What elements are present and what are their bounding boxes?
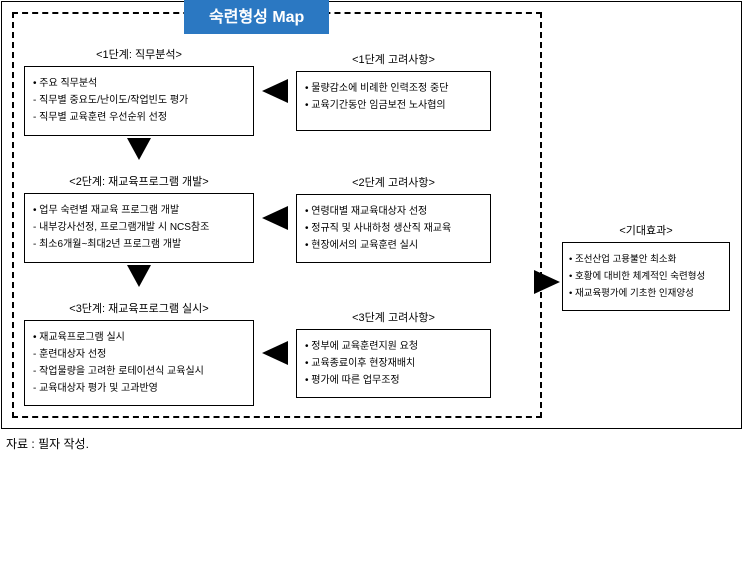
- stage-3-item-3: - 교육대상자 평가 및 고과반영: [33, 380, 245, 397]
- stage-3-title: <3단계: 재교육프로그램 실시>: [24, 300, 254, 316]
- consider-2-col: <2단계 고려사항> • 연령대별 재교육대상자 선정 • 정규직 및 사내하청…: [296, 174, 491, 263]
- consider-2-item-1: • 정규직 및 사내하청 생산직 재교육: [305, 220, 482, 237]
- effect-item-2: • 재교육평가에 기초한 인재양성: [569, 285, 723, 302]
- stage-2-title: <2단계: 재교육프로그램 개발>: [24, 173, 254, 189]
- effects-box: • 조선산업 고용불안 최소화 • 호황에 대비한 체계적인 숙련형성 • 재교…: [562, 242, 730, 311]
- consider-1-title: <1단계 고려사항>: [296, 51, 491, 67]
- consider-2-item-0: • 연령대별 재교육대상자 선정: [305, 203, 482, 220]
- caption: 자료 : 필자 작성.: [6, 435, 743, 452]
- consider-2-box: • 연령대별 재교육대상자 선정 • 정규직 및 사내하청 생산직 재교육 • …: [296, 194, 491, 263]
- dashed-border: 숙련형성 Map <1단계: 직무분석> • 주요 직무분석 - 직무별 중요도…: [12, 12, 542, 418]
- arrow-left-icon: [262, 206, 288, 230]
- stage-3-item-1: - 훈련대상자 선정: [33, 346, 245, 363]
- arrow-down-1-wrap: [24, 136, 254, 167]
- consider-3-item-2: • 평가에 따른 업무조정: [305, 372, 482, 389]
- stage-2-box: • 업무 숙련별 재교육 프로그램 개발 - 내부강사선정, 프로그램개발 시 …: [24, 193, 254, 263]
- arrow-right-icon: [534, 270, 560, 294]
- map-title: 숙련형성 Map: [184, 0, 329, 34]
- consider-2-title: <2단계 고려사항>: [296, 174, 491, 190]
- effect-item-0: • 조선산업 고용불안 최소화: [569, 251, 723, 268]
- effects-title: <기대효과>: [562, 222, 730, 238]
- consider-3-col: <3단계 고려사항> • 정부에 교육훈련지원 요청 • 교육종료이후 현장재배…: [296, 309, 491, 398]
- stage-3-item-2: - 작업물량을 고려한 로테이션식 교육실시: [33, 363, 245, 380]
- stage-1-item-2: - 직무별 교육훈련 우선순위 선정: [33, 109, 245, 126]
- row-stage-2: <2단계: 재교육프로그램 개발> • 업무 숙련별 재교육 프로그램 개발 -…: [24, 173, 530, 263]
- row-stage-1: <1단계: 직무분석> • 주요 직무분석 - 직무별 중요도/난이도/작업빈도…: [24, 46, 530, 136]
- stage-1-col: <1단계: 직무분석> • 주요 직무분석 - 직무별 중요도/난이도/작업빈도…: [24, 46, 254, 136]
- consider-1-col: <1단계 고려사항> • 물량감소에 비례한 인력조정 중단 • 교육기간동안 …: [296, 51, 491, 131]
- stage-3-col: <3단계: 재교육프로그램 실시> • 재교육프로그램 실시 - 훈련대상자 선…: [24, 300, 254, 406]
- stage-2-item-1: - 내부강사선정, 프로그램개발 시 NCS참조: [33, 219, 245, 236]
- consider-2-item-2: • 현장에서의 교육훈련 실시: [305, 237, 482, 254]
- stage-2-col: <2단계: 재교육프로그램 개발> • 업무 숙련별 재교육 프로그램 개발 -…: [24, 173, 254, 263]
- stage-1-item-1: - 직무별 중요도/난이도/작업빈도 평가: [33, 92, 245, 109]
- stage-1-box: • 주요 직무분석 - 직무별 중요도/난이도/작업빈도 평가 - 직무별 교육…: [24, 66, 254, 136]
- arrow-left-icon: [262, 79, 288, 103]
- effects-col: <기대효과> • 조선산업 고용불안 최소화 • 호황에 대비한 체계적인 숙련…: [562, 222, 730, 311]
- stage-3-box: • 재교육프로그램 실시 - 훈련대상자 선정 - 작업물량을 고려한 로테이션…: [24, 320, 254, 406]
- arrow-left-icon: [262, 341, 288, 365]
- consider-3-item-0: • 정부에 교육훈련지원 요청: [305, 338, 482, 355]
- stage-1-item-0: • 주요 직무분석: [33, 75, 245, 92]
- consider-3-title: <3단계 고려사항>: [296, 309, 491, 325]
- row-stage-3: <3단계: 재교육프로그램 실시> • 재교육프로그램 실시 - 훈련대상자 선…: [24, 300, 530, 406]
- arrow-down-2-wrap: [24, 263, 254, 294]
- consider-3-item-1: • 교육종료이후 현장재배치: [305, 355, 482, 372]
- consider-1-box: • 물량감소에 비례한 인력조정 중단 • 교육기간동안 임금보전 노사협의: [296, 71, 491, 131]
- stage-3-item-0: • 재교육프로그램 실시: [33, 329, 245, 346]
- stage-2-item-0: • 업무 숙련별 재교육 프로그램 개발: [33, 202, 245, 219]
- consider-1-item-0: • 물량감소에 비례한 인력조정 중단: [305, 80, 482, 97]
- arrow-down-icon: [127, 265, 151, 287]
- consider-3-box: • 정부에 교육훈련지원 요청 • 교육종료이후 현장재배치 • 평가에 따른 …: [296, 329, 491, 398]
- effect-item-1: • 호황에 대비한 체계적인 숙련형성: [569, 268, 723, 285]
- outer-frame: 숙련형성 Map <1단계: 직무분석> • 주요 직무분석 - 직무별 중요도…: [1, 1, 742, 429]
- diagram-wrap: 숙련형성 Map <1단계: 직무분석> • 주요 직무분석 - 직무별 중요도…: [2, 12, 743, 418]
- stage-2-item-2: - 최소6개월~최대2년 프로그램 개발: [33, 236, 245, 253]
- arrow-down-icon: [127, 138, 151, 160]
- arrow-right-wrap: [534, 270, 560, 299]
- stage-1-title: <1단계: 직무분석>: [24, 46, 254, 62]
- consider-1-item-1: • 교육기간동안 임금보전 노사협의: [305, 97, 482, 114]
